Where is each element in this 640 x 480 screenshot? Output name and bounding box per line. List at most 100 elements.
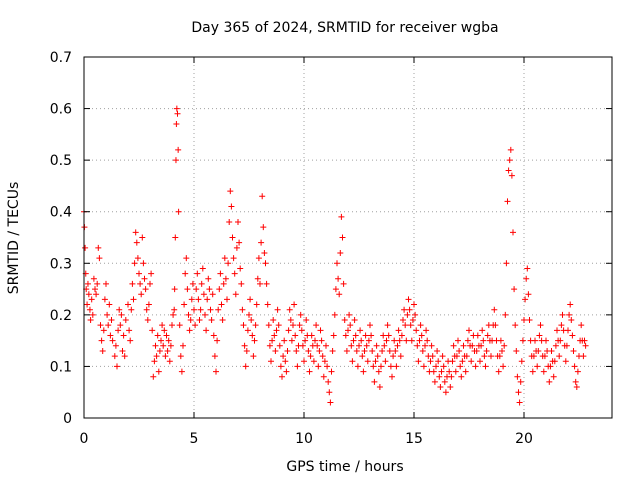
data-point xyxy=(551,358,558,365)
y-tick-label: 0.5 xyxy=(50,153,72,169)
data-point xyxy=(262,260,269,267)
data-point xyxy=(240,322,247,329)
data-point xyxy=(84,301,91,308)
data-point xyxy=(191,306,197,313)
data-point xyxy=(569,332,576,339)
data-point xyxy=(324,363,331,370)
data-point xyxy=(404,311,411,318)
data-point xyxy=(419,347,426,354)
data-point xyxy=(94,280,101,287)
data-point xyxy=(505,167,512,174)
data-point xyxy=(370,363,377,370)
data-point xyxy=(227,188,234,195)
data-point xyxy=(429,353,436,360)
data-point xyxy=(261,249,268,256)
data-point xyxy=(281,337,288,344)
data-point xyxy=(126,327,133,334)
data-point xyxy=(154,332,161,339)
data-point xyxy=(346,311,353,318)
data-point xyxy=(118,311,125,318)
data-point xyxy=(566,311,573,318)
data-point xyxy=(373,342,380,349)
data-point xyxy=(111,353,118,360)
data-point xyxy=(334,260,340,267)
data-point xyxy=(427,358,434,365)
y-tick-label: 0.2 xyxy=(50,308,72,324)
data-point xyxy=(541,353,548,360)
data-point xyxy=(367,322,373,329)
data-point xyxy=(148,270,155,277)
data-point xyxy=(172,157,179,164)
data-point xyxy=(169,322,175,329)
data-point xyxy=(175,146,182,153)
data-point xyxy=(384,322,391,329)
data-point xyxy=(194,270,201,277)
data-point xyxy=(354,363,361,370)
data-point xyxy=(338,213,345,220)
data-point xyxy=(285,327,292,334)
data-point xyxy=(514,373,521,380)
data-point xyxy=(220,280,227,287)
data-point xyxy=(316,347,323,354)
data-point xyxy=(557,337,564,344)
data-point xyxy=(119,347,126,354)
data-point xyxy=(291,301,298,308)
data-point xyxy=(482,363,489,370)
data-point xyxy=(294,363,301,370)
data-point xyxy=(484,332,491,339)
data-point xyxy=(89,311,96,318)
data-point xyxy=(144,317,151,324)
data-point xyxy=(88,296,95,303)
data-point xyxy=(375,368,382,375)
data-point xyxy=(507,146,514,153)
data-point xyxy=(356,342,362,349)
data-point xyxy=(198,280,205,287)
y-tick-label: 0.6 xyxy=(50,102,72,118)
data-point xyxy=(152,342,159,349)
data-point xyxy=(406,306,413,313)
data-point xyxy=(248,317,255,324)
data-point xyxy=(462,368,469,375)
data-point xyxy=(217,270,224,277)
data-point xyxy=(378,363,384,370)
data-point xyxy=(457,363,464,370)
data-point xyxy=(239,306,246,313)
data-point xyxy=(293,347,300,354)
data-point xyxy=(330,332,337,339)
data-point xyxy=(341,317,348,324)
data-point xyxy=(187,317,194,324)
data-point xyxy=(319,353,326,360)
data-point xyxy=(298,327,305,334)
data-point xyxy=(450,342,457,349)
data-point xyxy=(229,234,236,241)
data-point xyxy=(349,358,356,365)
data-point xyxy=(299,342,306,349)
data-point xyxy=(211,353,218,360)
data-point xyxy=(412,311,419,318)
data-point xyxy=(416,337,423,344)
data-point xyxy=(136,270,142,277)
data-point xyxy=(362,332,369,339)
data-point xyxy=(357,327,364,334)
data-point xyxy=(86,306,93,313)
data-point xyxy=(393,363,400,370)
data-point xyxy=(308,332,315,339)
data-point xyxy=(158,337,164,344)
data-point xyxy=(559,311,566,318)
data-point xyxy=(472,363,479,370)
data-point xyxy=(264,301,271,308)
data-point xyxy=(337,249,344,256)
data-point xyxy=(93,291,100,298)
data-point xyxy=(114,363,120,370)
data-point xyxy=(317,327,324,334)
data-point xyxy=(428,342,435,349)
data-point xyxy=(513,347,520,354)
data-point xyxy=(236,239,243,246)
chart-title: Day 365 of 2024, SRMTID for receiver wgb… xyxy=(191,20,498,36)
data-point xyxy=(312,337,318,344)
data-point xyxy=(463,353,470,360)
data-point xyxy=(352,332,359,339)
data-point xyxy=(271,332,278,339)
data-point xyxy=(127,337,134,344)
data-point xyxy=(403,337,410,344)
